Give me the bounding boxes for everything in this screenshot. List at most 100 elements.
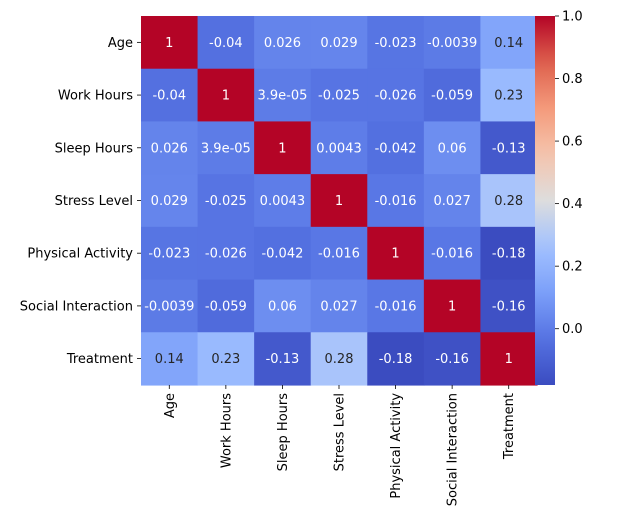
y-axis-ticks: Age Work Hours Sleep Hours Stress Level Phys… — [20, 36, 141, 367]
y-tick-label: Physical Activity — [27, 247, 133, 262]
heatmap-cell — [310, 16, 368, 70]
heatmap-annotations: 1 -0.04 0.026 0.029 -0.023 -0.0039 0.14 -0.04 1 3… — [144, 36, 525, 367]
cell-annotation: -0.13 — [492, 141, 526, 156]
heatmap-cell — [254, 332, 312, 386]
heatmap-cell — [197, 68, 255, 123]
cell-annotation: -0.16 — [435, 352, 469, 367]
heatmap-cell — [141, 332, 199, 386]
cell-annotation: -0.026 — [205, 247, 247, 262]
cell-annotation: 0.28 — [494, 194, 523, 209]
cell-annotation: -0.016 — [375, 194, 417, 209]
cell-annotation: -0.023 — [375, 36, 417, 51]
cell-annotation: -0.059 — [431, 89, 473, 104]
x-tick-label: Stress Level — [332, 393, 347, 471]
heatmap-cell — [423, 226, 482, 281]
cell-annotation: 1 — [165, 36, 173, 51]
heatmap-cells — [141, 16, 538, 386]
cell-annotation: -0.023 — [148, 247, 190, 262]
cell-annotation: -0.16 — [492, 299, 526, 314]
heatmap-cell — [480, 121, 538, 175]
cell-annotation: 1 — [335, 194, 343, 209]
cell-annotation: 1 — [505, 352, 513, 367]
heatmap-cell — [254, 174, 312, 228]
cell-annotation: 1 — [391, 247, 399, 262]
cell-annotation: -0.18 — [492, 247, 526, 262]
heatmap-cell — [310, 226, 368, 281]
heatmap-cell — [423, 121, 482, 175]
cell-annotation: 0.14 — [155, 352, 184, 367]
colorbar-tick-label: 0.8 — [562, 72, 583, 87]
heatmap-cell — [367, 121, 425, 175]
heatmap-cell — [367, 16, 425, 70]
cell-annotation: 0.06 — [438, 141, 467, 156]
x-tick-label: Treatment — [502, 393, 517, 460]
heatmap-cell — [480, 332, 538, 386]
cell-annotation: -0.042 — [375, 141, 417, 156]
cell-annotation: -0.059 — [205, 299, 247, 314]
cell-annotation: 3.9e-05 — [257, 89, 307, 104]
y-tick-label: Work Hours — [58, 89, 133, 104]
heatmap-cell — [310, 174, 368, 228]
cell-annotation: -0.13 — [266, 352, 300, 367]
x-tick-label: Social Interaction — [446, 393, 461, 506]
x-tick-label: Sleep Hours — [276, 393, 291, 472]
heatmap-cell — [310, 279, 368, 333]
cell-annotation: 0.06 — [268, 299, 297, 314]
cell-annotation: 0.026 — [264, 36, 301, 51]
cell-annotation: 1 — [222, 89, 230, 104]
x-tick-label: Age — [163, 393, 178, 418]
cell-annotation: -0.016 — [318, 247, 360, 262]
heatmap-cell — [254, 16, 312, 70]
heatmap-cell — [197, 279, 255, 333]
cell-annotation: 0.0043 — [316, 141, 362, 156]
colorbar-tick-label: 0.0 — [562, 322, 583, 337]
cell-annotation: 0.029 — [320, 36, 357, 51]
cell-annotation: 0.28 — [325, 352, 354, 367]
heatmap-cell — [141, 174, 199, 228]
colorbar-tick-label: 0.2 — [562, 260, 583, 275]
heatmap-cell — [367, 279, 425, 333]
cell-annotation: -0.025 — [205, 194, 247, 209]
heatmap-cell — [480, 68, 538, 123]
heatmap-cell — [197, 174, 255, 228]
cell-annotation: 0.026 — [151, 141, 188, 156]
heatmap-cell — [310, 121, 368, 175]
cell-annotation: -0.18 — [379, 352, 413, 367]
colorbar-tick-label: 0.4 — [562, 197, 583, 212]
heatmap-cell — [254, 279, 312, 333]
heatmap-cell — [141, 226, 199, 281]
cell-annotation: 0.0043 — [260, 194, 306, 209]
cell-annotation: 0.027 — [320, 299, 357, 314]
heatmap-cell — [310, 68, 368, 123]
heatmap-cell — [197, 121, 255, 175]
cell-annotation: -0.016 — [431, 247, 473, 262]
heatmap-cell — [423, 174, 482, 228]
x-tick-label: Physical Activity — [389, 393, 404, 499]
x-tick-label: Work Hours — [219, 393, 234, 468]
heatmap-cell — [310, 332, 368, 386]
heatmap-cell — [367, 68, 425, 123]
y-tick-label: Sleep Hours — [55, 141, 134, 156]
cell-annotation: -0.0039 — [144, 299, 194, 314]
y-tick-label: Stress Level — [55, 194, 133, 209]
cell-annotation: -0.025 — [318, 89, 360, 104]
cell-annotation: 0.14 — [494, 36, 523, 51]
heatmap-cell — [480, 16, 538, 70]
heatmap-cell — [141, 279, 199, 333]
cell-annotation: -0.0039 — [427, 36, 477, 51]
heatmap-cell — [141, 121, 199, 175]
heatmap-cell — [197, 332, 255, 386]
y-tick-label: Treatment — [66, 352, 133, 367]
colorbar-gradient — [535, 16, 555, 385]
cell-annotation: 0.027 — [434, 194, 471, 209]
cell-annotation: 0.23 — [494, 89, 523, 104]
y-tick-label: Social Interaction — [20, 299, 133, 314]
heatmap-cell — [423, 279, 482, 333]
x-axis-ticks: Age Work Hours Sleep Hours Stress Level Phys… — [163, 384, 517, 506]
cell-annotation: -0.016 — [375, 299, 417, 314]
cell-annotation: -0.042 — [261, 247, 303, 262]
heatmap-cell — [197, 226, 255, 281]
colorbar-tick-label: 0.6 — [562, 135, 583, 150]
heatmap-cell — [480, 174, 538, 228]
